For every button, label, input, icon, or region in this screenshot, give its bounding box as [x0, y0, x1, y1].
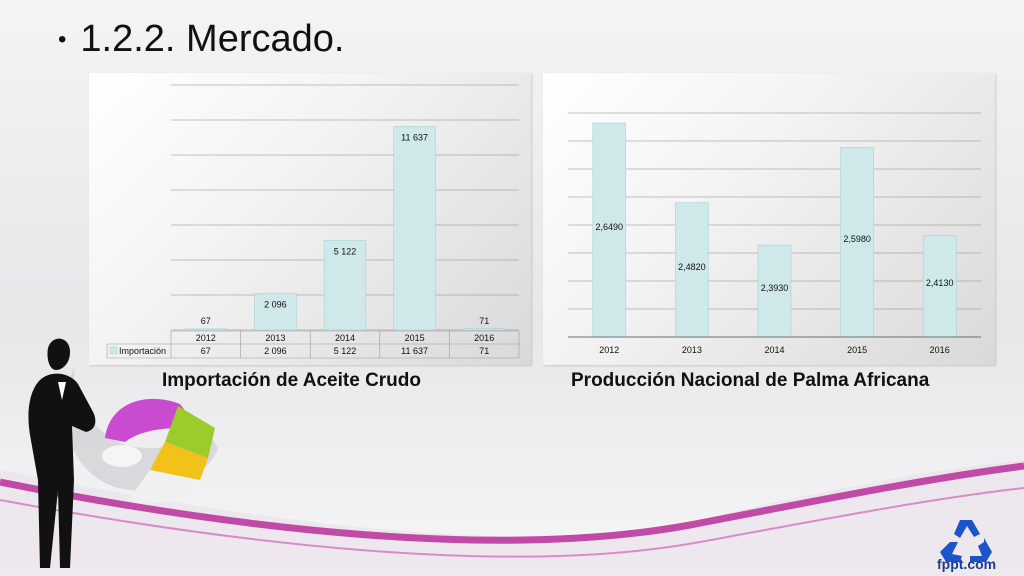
production-chart-panel: 2,6490 2012 2,4820 2013 2,3930 2014 2,5980 2015… [543, 73, 995, 365]
table-value-cell: 67 [201, 346, 211, 356]
data-label: 2,6490 [596, 222, 624, 232]
bar [463, 328, 506, 331]
data-label: 71 [479, 316, 489, 326]
data-label: 67 [201, 316, 211, 326]
table-header-cell: 2012 [196, 333, 216, 343]
x-tick-label: 2015 [847, 345, 867, 355]
data-label: 2,4130 [926, 278, 954, 288]
table-header-cell: 2014 [335, 333, 355, 343]
table-value-cell: 71 [479, 346, 489, 356]
x-tick-label: 2012 [599, 345, 619, 355]
data-label: 5 122 [334, 246, 357, 256]
title-bullet: • [58, 25, 67, 53]
data-label: 2,4820 [678, 262, 706, 272]
bar [393, 126, 436, 331]
data-label: 2,5980 [843, 234, 871, 244]
bar [840, 147, 874, 338]
businesswoman-illustration [28, 338, 218, 568]
production-chart: 2,6490 2012 2,4820 2013 2,3930 2014 2,5980 2015… [568, 112, 981, 355]
bar [757, 244, 792, 338]
data-label: 11 637 [401, 132, 428, 142]
bar [922, 235, 957, 338]
data-label: 2,3930 [761, 283, 789, 293]
bar [254, 293, 297, 331]
bar [592, 122, 627, 338]
import-chart-panel: 67 2 096 5 122 11 637 71 2012 67 2013 2 096 2014 5… [89, 73, 531, 365]
logo-text: fppt.com [937, 556, 997, 572]
data-label: 2 096 [264, 299, 287, 309]
slide-title: • 1.2.2. Mercado. [58, 18, 344, 61]
x-tick-label: 2014 [764, 345, 784, 355]
bar [675, 202, 709, 338]
title-text: 1.2.2. Mercado. [80, 18, 345, 60]
table-header-cell: 2013 [265, 333, 285, 343]
production-chart-title: Producción Nacional de Palma Africana [571, 370, 930, 391]
import-chart-title: Importación de Aceite Crudo [162, 370, 421, 391]
recycle-icon [940, 520, 992, 562]
x-tick-label: 2013 [682, 345, 702, 355]
table-value-cell: 2 096 [264, 346, 287, 356]
series-name: Importación [119, 346, 166, 356]
table-header-cell: 2015 [405, 333, 425, 343]
table-value-cell: 11 637 [401, 346, 428, 356]
bar [323, 240, 367, 331]
import-chart: 67 2 096 5 122 11 637 71 2012 67 2013 2 096 2014 5… [106, 84, 520, 359]
table-header-cell: 2016 [474, 333, 494, 343]
table-value-cell: 5 122 [334, 346, 357, 356]
legend-swatch [109, 346, 118, 355]
x-tick-label: 2016 [930, 345, 950, 355]
bar [184, 328, 227, 331]
